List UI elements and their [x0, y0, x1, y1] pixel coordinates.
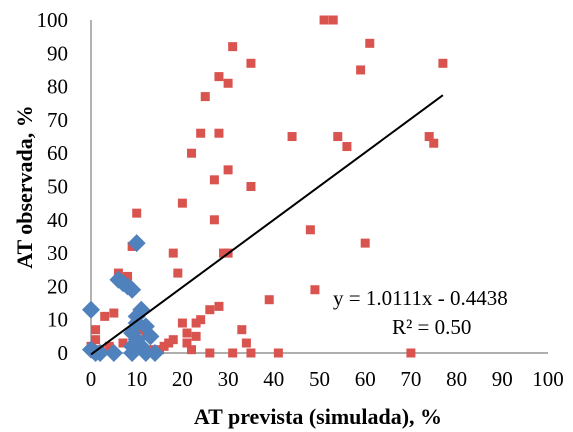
- x-tick-label: 10: [126, 367, 147, 391]
- diamond-data-point: [127, 234, 146, 253]
- square-data-point: [305, 225, 315, 235]
- square-data-point: [223, 165, 233, 175]
- square-data-point: [205, 348, 215, 358]
- square-data-point: [360, 238, 370, 248]
- x-tick-label: 100: [532, 367, 564, 391]
- square-data-point: [187, 148, 197, 158]
- square-data-point: [246, 348, 256, 358]
- square-data-point: [310, 285, 320, 295]
- square-data-point: [223, 78, 233, 88]
- square-data-point: [365, 38, 375, 48]
- x-tick-label: 50: [309, 367, 330, 391]
- square-data-point: [237, 325, 247, 335]
- y-tick-label: 30: [47, 241, 68, 265]
- y-tick-label: 10: [47, 308, 68, 332]
- r-squared-label: R² = 0.50: [392, 315, 471, 339]
- square-data-point: [91, 325, 101, 335]
- diamond-data-point: [132, 337, 151, 356]
- square-data-point: [214, 128, 224, 138]
- x-tick-label: 60: [355, 367, 376, 391]
- diamond-data-point: [82, 300, 100, 319]
- y-tick-label: 70: [47, 108, 68, 132]
- square-data-point: [406, 348, 416, 358]
- square-data-point: [273, 348, 283, 358]
- square-data-point: [182, 328, 192, 338]
- square-data-point: [424, 132, 434, 142]
- y-tick-label: 100: [37, 8, 69, 32]
- square-data-point: [214, 301, 224, 311]
- square-data-point: [200, 92, 210, 102]
- y-tick-label: 20: [47, 274, 68, 298]
- y-tick-label: 90: [47, 41, 68, 65]
- square-data-point: [209, 175, 219, 185]
- square-data-point: [132, 208, 142, 218]
- trendline: [90, 94, 444, 356]
- square-data-point: [228, 42, 238, 52]
- square-data-point: [100, 311, 110, 321]
- square-data-point: [319, 15, 329, 25]
- x-tick-label: 90: [492, 367, 513, 391]
- square-data-point: [118, 338, 128, 348]
- x-tick-label: 0: [86, 367, 97, 391]
- square-data-point: [177, 198, 187, 208]
- x-ticks: 0 10 20 30 40 50 60 70 80 90 100: [86, 367, 564, 391]
- y-tick-label: 40: [47, 208, 68, 232]
- square-data-point: [168, 248, 178, 258]
- square-data-point: [228, 348, 238, 358]
- diamond-data-point: [123, 280, 142, 299]
- square-data-point: [196, 128, 206, 138]
- square-data-point: [246, 58, 256, 68]
- square-data-point: [241, 338, 251, 348]
- square-data-point: [187, 345, 197, 355]
- y-tick-label: 0: [58, 341, 69, 365]
- square-data-point: [173, 268, 183, 278]
- square-data-point: [246, 182, 256, 191]
- x-tick-label: 20: [172, 367, 193, 391]
- square-data-point: [159, 341, 169, 351]
- diamond-data-point: [145, 344, 164, 362]
- y-axis-label: AT observada, %: [12, 105, 37, 269]
- square-data-point: [342, 142, 352, 152]
- square-data-point: [287, 132, 297, 142]
- plot-area: 0 10 20 30 40 50 60 70 80 90 100 0 10 20 30 40 50 60 70 80…: [37, 8, 564, 391]
- square-data-point: [191, 331, 201, 341]
- x-axis-label: AT prevista (simulada), %: [194, 404, 442, 429]
- y-tick-label: 60: [47, 141, 68, 165]
- square-data-point: [333, 132, 343, 142]
- square-data-point: [182, 338, 192, 348]
- square-data-point: [205, 305, 215, 315]
- x-tick-label: 30: [218, 367, 239, 391]
- square-data-point: [209, 215, 219, 225]
- diamond-data-point: [141, 327, 160, 346]
- x-tick-label: 70: [400, 367, 421, 391]
- diamond-data-point: [113, 274, 132, 293]
- square-data-point: [196, 315, 206, 325]
- x-tick-label: 80: [446, 367, 467, 391]
- y-tick-label: 80: [47, 75, 68, 99]
- square-data-point: [214, 72, 224, 82]
- square-data-point: [264, 295, 274, 305]
- diamond-data-point: [91, 344, 110, 362]
- data-points: [82, 15, 448, 362]
- square-data-point: [104, 341, 114, 351]
- diamond-data-point: [104, 344, 123, 362]
- y-tick-label: 50: [47, 175, 68, 199]
- trendline-equation: y = 1.0111x - 0.4438: [333, 286, 508, 310]
- square-data-point: [219, 248, 229, 258]
- square-data-point: [123, 271, 133, 281]
- y-ticks: 0 10 20 30 40 50 60 70 80 90 100: [37, 8, 69, 365]
- square-data-point: [438, 58, 448, 68]
- square-data-point: [191, 318, 201, 328]
- square-data-point: [356, 65, 366, 75]
- square-data-point: [168, 335, 178, 345]
- square-data-point: [91, 335, 101, 345]
- square-data-point: [328, 15, 338, 25]
- x-tick-label: 40: [263, 367, 284, 391]
- square-data-point: [177, 318, 187, 328]
- square-data-point: [109, 308, 119, 318]
- square-data-point: [429, 138, 439, 148]
- square-data-point: [164, 338, 174, 348]
